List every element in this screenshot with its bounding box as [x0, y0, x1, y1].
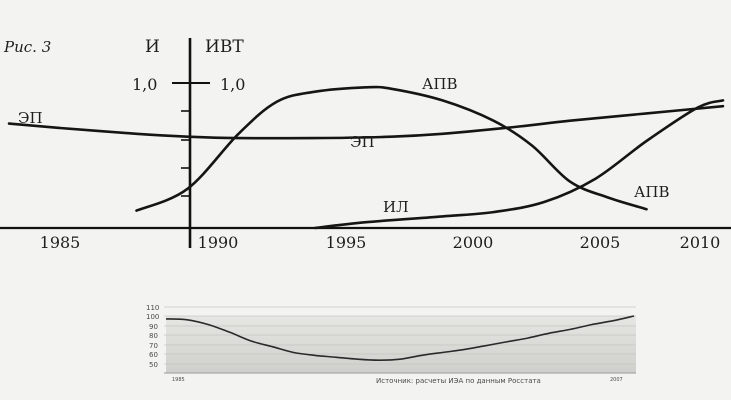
- x-tick-label: 1995: [326, 233, 367, 252]
- x-tick-label: 1985: [40, 233, 81, 252]
- x-tick-label: 2010: [680, 233, 721, 252]
- inset-y-tick: 100: [146, 313, 159, 321]
- series-line-il: [313, 99, 725, 230]
- x-tick-label: 1990: [198, 233, 239, 252]
- series-label-ep-left: ЭП: [18, 109, 43, 127]
- figure-label: Рис. 3: [3, 38, 51, 56]
- left-tick-label: 1,0: [132, 75, 157, 94]
- right-axis-label: ИВТ: [205, 37, 244, 57]
- inset-y-tick: 60: [149, 351, 158, 359]
- series-label-il: ИЛ: [383, 198, 409, 216]
- inset-y-tick: 110: [146, 304, 159, 312]
- inset-y-tick: 90: [149, 323, 158, 331]
- left-axis-label: И: [145, 37, 160, 57]
- inset-series-line: [165, 315, 635, 362]
- inset-y-tick: 50: [149, 361, 158, 369]
- right-tick-label: 1,0: [220, 75, 245, 94]
- series-label-apv-right: АПВ: [634, 183, 669, 201]
- series-label-ep-mid: ЭП: [350, 133, 375, 151]
- inset-plot-area: [166, 316, 636, 373]
- inset-y-tick: 70: [149, 342, 158, 350]
- main-chart: Рис. 3 И ИВТ 1,0 1,0 ЭП ЭП АПВ АПВ ИЛ 19…: [0, 37, 731, 252]
- inset-chart: 110 100 90 80 70 60 50 1985 2007 Источни…: [146, 304, 636, 385]
- inset-x-end-label: 2007: [610, 377, 623, 383]
- series-line-ep: [7, 104, 725, 140]
- inset-source-note: Источник: расчеты ИЭА по данным Росстата: [376, 377, 541, 385]
- x-tick-label: 2000: [453, 233, 494, 252]
- series-line-apv: [135, 85, 648, 212]
- inset-x-start-label: 1985: [172, 377, 185, 383]
- x-tick-label: 2005: [580, 233, 621, 252]
- inset-y-tick: 80: [149, 332, 158, 340]
- series-label-apv-top: АПВ: [422, 75, 457, 93]
